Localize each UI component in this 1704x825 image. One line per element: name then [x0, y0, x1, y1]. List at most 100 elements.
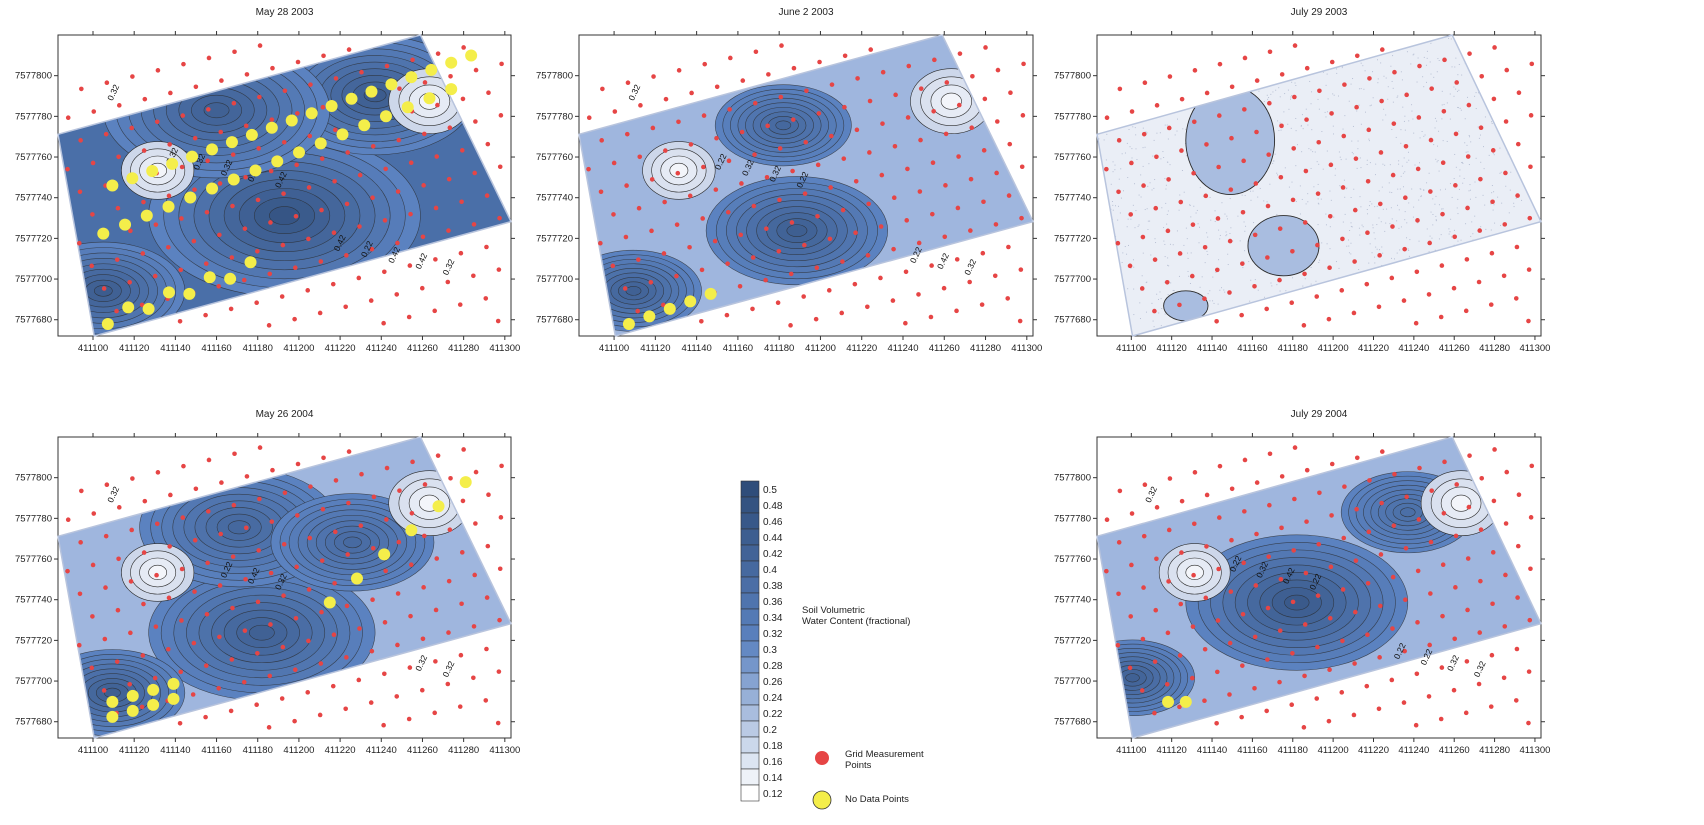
- grid-point: [473, 67, 479, 73]
- colorbar-tick-label: 0.2: [763, 725, 777, 736]
- grid-point: [1242, 107, 1247, 112]
- grid-point: [230, 203, 235, 209]
- grid-point: [714, 135, 719, 141]
- grid-point: [307, 133, 313, 139]
- grid-point: [268, 168, 274, 174]
- grid-point: [777, 146, 783, 151]
- colorbar-swatch: [740, 576, 760, 594]
- grid-point: [1415, 218, 1420, 223]
- grid-point: [1177, 653, 1183, 658]
- grid-point: [1179, 96, 1185, 102]
- grid-point: [1278, 576, 1284, 582]
- grid-point: [663, 96, 669, 102]
- grid-point: [1404, 92, 1409, 98]
- grid-point: [701, 113, 707, 118]
- grid-point: [499, 463, 504, 469]
- grid-point: [1116, 189, 1121, 195]
- y-tick-label: 7577720: [536, 233, 573, 244]
- grid-point: [445, 681, 451, 687]
- x-tick-label: 411120: [1157, 745, 1187, 756]
- grid-point: [1129, 109, 1135, 114]
- grid-point: [1390, 574, 1396, 580]
- grid-point: [447, 527, 453, 533]
- y-tick-label: 7577680: [15, 717, 52, 728]
- grid-point: [790, 117, 796, 122]
- grid-point: [142, 498, 148, 504]
- y-tick-label: 7577680: [536, 315, 573, 326]
- grid-point: [267, 271, 273, 277]
- grid-point: [203, 714, 208, 720]
- x-tick-label: 411120: [119, 343, 149, 354]
- grid-point: [485, 141, 491, 147]
- grid-point: [1278, 174, 1284, 180]
- grid-point: [1254, 78, 1260, 83]
- grid-point: [89, 263, 95, 269]
- grid-point: [471, 675, 476, 681]
- grid-point: [484, 595, 490, 600]
- grid-point: [1401, 298, 1407, 303]
- grid-point: [101, 688, 107, 693]
- y-tick-label: 7577760: [536, 152, 573, 163]
- grid-point: [1019, 164, 1025, 170]
- grid-point: [192, 537, 198, 543]
- grid-point: [229, 657, 235, 662]
- grid-point: [1503, 170, 1508, 176]
- grid-point: [841, 156, 847, 161]
- grid-point: [725, 209, 731, 215]
- grid-point: [370, 597, 375, 603]
- x-tick-label: 411280: [448, 745, 479, 756]
- grid-point: [764, 174, 770, 180]
- colorbar-swatch: [740, 608, 760, 626]
- grid-point: [421, 183, 426, 188]
- grid-point: [1292, 445, 1298, 450]
- grid-point: [1216, 164, 1221, 170]
- grid-point: [91, 511, 97, 516]
- grid-point: [1315, 242, 1320, 248]
- grid-point: [1467, 51, 1472, 56]
- colorbar-swatch: [740, 768, 760, 786]
- grid-point: [1403, 195, 1408, 201]
- grid-point: [1353, 156, 1359, 161]
- grid-point: [305, 288, 311, 293]
- grid-point: [968, 176, 974, 182]
- grid-point: [803, 139, 809, 145]
- grid-point: [473, 119, 478, 124]
- grid-point: [880, 121, 885, 126]
- grid-point: [775, 300, 781, 306]
- grid-point: [852, 281, 858, 287]
- no-data-point: [459, 476, 472, 489]
- grid-point: [472, 170, 478, 176]
- grid-point: [1466, 504, 1472, 510]
- x-tick-label: 411120: [640, 343, 670, 354]
- grid-point: [65, 115, 71, 121]
- grid-point: [369, 246, 375, 252]
- grid-point: [293, 615, 299, 621]
- no-data-point: [1179, 695, 1192, 708]
- grid-point: [636, 257, 641, 262]
- grid-point: [1426, 694, 1432, 699]
- grid-point: [1428, 591, 1433, 596]
- grid-point: [384, 63, 390, 69]
- colorbar-swatch: [740, 512, 760, 530]
- grid-point: [1452, 636, 1458, 642]
- colorbar-tick-label: 0.34: [763, 613, 783, 624]
- grid-point: [853, 178, 859, 184]
- grid-point: [1104, 115, 1110, 121]
- grid-point: [154, 521, 160, 527]
- grid-point: [1289, 702, 1295, 708]
- grid-point: [103, 533, 109, 539]
- grid-point: [867, 150, 872, 155]
- grid-point: [394, 292, 400, 297]
- grid-point: [1166, 579, 1171, 584]
- grid-point: [788, 271, 794, 277]
- grid-point: [472, 572, 478, 578]
- no-data-point: [147, 698, 160, 711]
- grid-point: [319, 156, 325, 161]
- colorbar-tick-label: 0.38: [763, 581, 783, 592]
- grid-point: [1139, 688, 1145, 693]
- grid-point: [1229, 537, 1234, 543]
- grid-point: [610, 263, 616, 269]
- grid-point: [1304, 117, 1309, 122]
- no-data-point: [122, 301, 135, 314]
